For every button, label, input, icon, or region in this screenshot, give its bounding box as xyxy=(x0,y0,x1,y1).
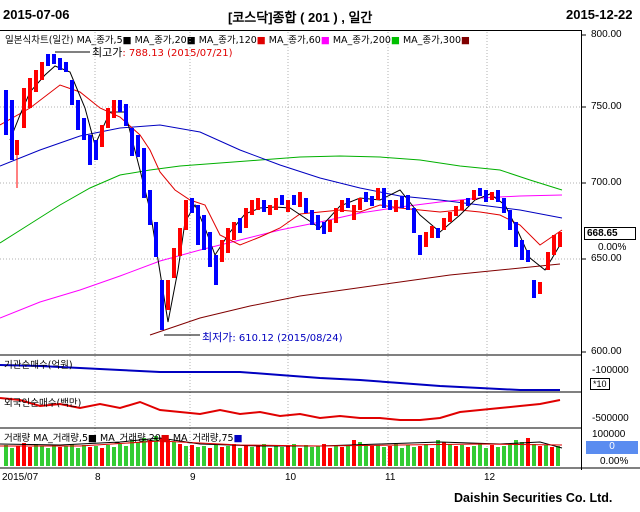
y-tick-650: 650.00 xyxy=(591,253,622,264)
current-change: 0.00% xyxy=(598,242,627,253)
price-legend-title: 일본식차트(일간) xyxy=(5,35,74,46)
y-tick-600: 600.00 xyxy=(591,346,622,357)
x-label-10: 10 xyxy=(285,472,297,483)
volume-legend-title: 거래량 xyxy=(4,433,31,444)
legend-dot-icon: ■ xyxy=(256,35,266,46)
legend-item-ma5[interactable]: MA_종가,5■ xyxy=(76,35,132,46)
current-price-box: 668.65 xyxy=(584,227,636,240)
x-label-11: 11 xyxy=(385,472,396,483)
x-label-8: 8 xyxy=(95,472,101,483)
candles xyxy=(4,54,562,330)
legend-dot-icon: ■ xyxy=(320,35,330,46)
legend-item-vol-ma75[interactable]: MA_거래량,75■ xyxy=(172,433,243,444)
x-label-2015-07: 2015/07 xyxy=(2,472,39,483)
indicator1-tick: -100000 xyxy=(592,365,629,376)
legend-item-vol-ma20[interactable]: MA_거래량,20■ xyxy=(100,433,170,444)
footer-brand: Daishin Securities Co. Ltd. xyxy=(454,491,613,505)
indicator1-label: 기관순매수(억원) xyxy=(4,360,73,371)
high-annotation: 최고가: 788.13 (2015/07/21) xyxy=(92,46,233,59)
legend-dot-icon: ■ xyxy=(390,35,400,46)
y-tick-800: 800.00 xyxy=(591,29,622,40)
chart-area[interactable] xyxy=(0,30,582,470)
indicator2-tick: -500000 xyxy=(592,413,629,424)
legend-item-vol-ma5[interactable]: MA_거래량,5■ xyxy=(33,433,97,444)
x-label-12: 12 xyxy=(484,472,496,483)
low-annotation: 최저가: 610.12 (2015/08/24) xyxy=(202,331,343,344)
volume-current-box: 0 xyxy=(586,441,638,454)
legend-dot-icon: ■ xyxy=(122,35,132,46)
legend-dot-icon: ■ xyxy=(233,433,243,444)
legend-dot-icon: ■ xyxy=(160,433,170,444)
legend-dot-icon: ■ xyxy=(186,35,196,46)
legend-item-ma60[interactable]: MA_종가,60■ xyxy=(268,35,330,46)
legend-item-ma200[interactable]: MA_종가,200■ xyxy=(332,35,400,46)
volume-tick: 100000 xyxy=(592,429,626,440)
y-tick-700: 700.00 xyxy=(591,177,622,188)
y-tick-750: 750.00 xyxy=(591,101,622,112)
volume-change: 0.00% xyxy=(600,456,629,467)
volume-bars xyxy=(4,436,560,466)
legend-item-ma300[interactable]: MA_종가,300■ xyxy=(402,35,471,46)
end-date: 2015-12-22 xyxy=(566,7,633,22)
legend-dot-icon: ■ xyxy=(461,35,471,46)
legend-item-ma20[interactable]: MA_종가,20■ xyxy=(134,35,196,46)
x-label-9: 9 xyxy=(190,472,196,483)
start-date: 2015-07-06 xyxy=(3,7,70,22)
indicator1-multiplier: *10 xyxy=(590,378,610,390)
indicator2-label: 외국인순매수(백만) xyxy=(4,398,82,409)
legend-item-ma120[interactable]: MA_종가,120■ xyxy=(198,35,266,46)
legend-dot-icon: ■ xyxy=(88,433,97,444)
chart-title: [코스닥]종합 ( 201 ) , 일간 xyxy=(228,10,373,25)
price-legend: 일본식차트(일간) MA_종가,5■ MA_종가,20■ MA_종가,120■ … xyxy=(5,32,470,46)
volume-legend: 거래량 MA_거래량,5■ MA_거래량,20■ MA_거래량,75■ xyxy=(4,430,243,444)
